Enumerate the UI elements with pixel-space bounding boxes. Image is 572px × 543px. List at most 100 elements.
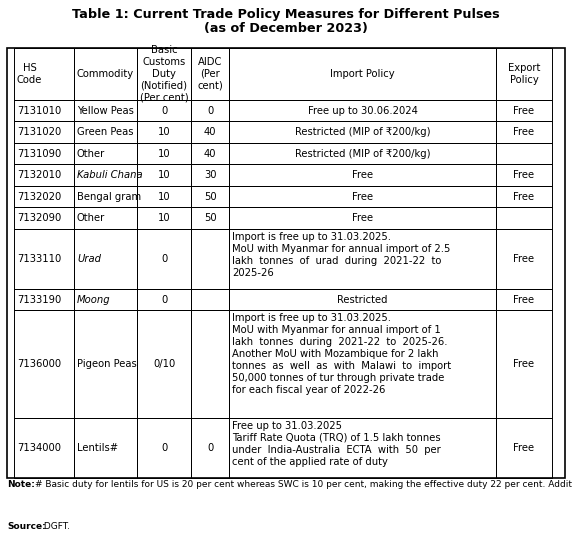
Text: Free: Free [514, 192, 535, 201]
Text: 50: 50 [204, 213, 216, 223]
Bar [496, 122, 551, 143]
Bar [14, 100, 74, 122]
Text: 10: 10 [158, 149, 170, 159]
Bar [229, 186, 496, 207]
Text: AIDC
(Per
cent): AIDC (Per cent) [197, 57, 223, 91]
Text: 7133110: 7133110 [17, 254, 61, 264]
Text: Free: Free [514, 443, 535, 453]
Bar [137, 100, 191, 122]
Text: Commodity: Commodity [77, 69, 134, 79]
Bar [14, 143, 74, 165]
Bar [191, 229, 229, 289]
Text: DGFT.: DGFT. [41, 522, 70, 531]
Text: 10: 10 [158, 127, 170, 137]
Text: Free up to 30.06.2024: Free up to 30.06.2024 [308, 106, 418, 116]
Text: Import is free up to 31.03.2025.
MoU with Myanmar for annual import of 1
lakh  t: Import is free up to 31.03.2025. MoU wit… [232, 313, 451, 395]
Bar [74, 143, 137, 165]
Text: 7133190: 7133190 [17, 295, 61, 305]
Bar [229, 207, 496, 229]
Text: 0: 0 [161, 295, 167, 305]
Text: 0: 0 [207, 443, 213, 453]
Text: Import is free up to 31.03.2025.
MoU with Myanmar for annual import of 2.5
lakh : Import is free up to 31.03.2025. MoU wit… [232, 232, 451, 278]
Text: 7131010: 7131010 [17, 106, 61, 116]
Bar [229, 229, 496, 289]
Bar [14, 311, 74, 418]
Text: 40: 40 [204, 127, 216, 137]
Bar [137, 186, 191, 207]
Bar [137, 311, 191, 418]
Text: Free: Free [514, 295, 535, 305]
Bar [229, 100, 496, 122]
Bar [229, 289, 496, 311]
Bar [137, 165, 191, 186]
Bar [229, 311, 496, 418]
Bar [229, 143, 496, 165]
Bar [137, 229, 191, 289]
Text: Free: Free [352, 213, 374, 223]
Text: Other: Other [77, 213, 105, 223]
Bar [137, 122, 191, 143]
Text: (as of December 2023): (as of December 2023) [204, 22, 368, 35]
Bar [496, 418, 551, 478]
Text: Import Policy: Import Policy [331, 69, 395, 79]
Text: 7136000: 7136000 [17, 359, 61, 369]
Text: Moong: Moong [77, 295, 110, 305]
Bar [496, 100, 551, 122]
Bar [137, 48, 191, 100]
Bar [74, 289, 137, 311]
Text: Lentils#: Lentils# [77, 443, 118, 453]
Bar [191, 48, 229, 100]
Bar [229, 122, 496, 143]
Text: 0: 0 [161, 443, 167, 453]
Text: Free: Free [352, 170, 374, 180]
Bar [191, 165, 229, 186]
Text: 7132090: 7132090 [17, 213, 61, 223]
Text: Bengal gram: Bengal gram [77, 192, 141, 201]
Bar [74, 48, 137, 100]
Text: Free: Free [514, 170, 535, 180]
Text: 7131020: 7131020 [17, 127, 61, 137]
Bar [191, 311, 229, 418]
Text: 7131090: 7131090 [17, 149, 61, 159]
Bar [229, 418, 496, 478]
Bar [191, 143, 229, 165]
Text: 10: 10 [158, 192, 170, 201]
Bar [137, 289, 191, 311]
Text: Export
Policy: Export Policy [508, 63, 540, 85]
Bar [14, 229, 74, 289]
Bar [496, 165, 551, 186]
Bar [74, 207, 137, 229]
Text: Free: Free [514, 359, 535, 369]
Bar [496, 143, 551, 165]
Bar [496, 186, 551, 207]
Bar [191, 207, 229, 229]
Bar [14, 289, 74, 311]
Text: Restricted (MIP of ₹200/kg): Restricted (MIP of ₹200/kg) [295, 127, 431, 137]
Bar [74, 229, 137, 289]
Text: 0: 0 [161, 106, 167, 116]
Text: Other: Other [77, 149, 105, 159]
Text: Restricted (MIP of ₹200/kg): Restricted (MIP of ₹200/kg) [295, 149, 431, 159]
Text: 7132010: 7132010 [17, 170, 61, 180]
Bar [74, 165, 137, 186]
Text: Yellow Peas: Yellow Peas [77, 106, 134, 116]
Text: 0: 0 [161, 254, 167, 264]
Text: 10: 10 [158, 213, 170, 223]
Text: 7132020: 7132020 [17, 192, 61, 201]
Bar [229, 48, 496, 100]
Bar [496, 289, 551, 311]
Bar [191, 418, 229, 478]
Bar [137, 143, 191, 165]
Text: 0/10: 0/10 [153, 359, 175, 369]
Text: Free: Free [514, 106, 535, 116]
Text: Kabuli Chana: Kabuli Chana [77, 170, 142, 180]
Bar [14, 122, 74, 143]
Bar [14, 48, 74, 100]
Bar [496, 48, 551, 100]
Text: Free: Free [352, 192, 374, 201]
Text: Pigeon Peas: Pigeon Peas [77, 359, 137, 369]
Bar [191, 122, 229, 143]
Text: Free up to 31.03.2025
Tariff Rate Quota (TRQ) of 1.5 lakh tonnes
under  India-Au: Free up to 31.03.2025 Tariff Rate Quota … [232, 421, 441, 467]
Text: 7134000: 7134000 [17, 443, 61, 453]
Text: Free: Free [514, 254, 535, 264]
